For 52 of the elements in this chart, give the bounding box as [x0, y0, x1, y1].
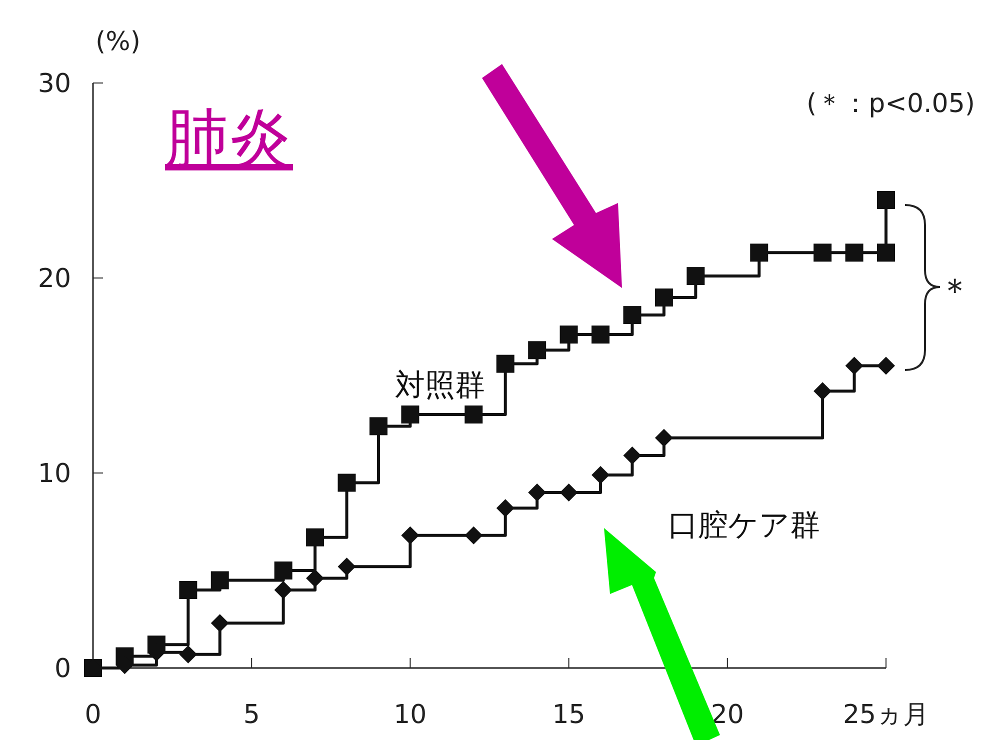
- point: [623, 306, 642, 324]
- point: [528, 484, 546, 502]
- x-tick-label: 0: [84, 700, 102, 730]
- point: [464, 526, 483, 544]
- point: [401, 526, 420, 544]
- point: [686, 267, 705, 286]
- point: [338, 474, 356, 492]
- point: [592, 466, 610, 484]
- point: [274, 562, 292, 580]
- point: [306, 569, 324, 588]
- point: [560, 484, 578, 502]
- text: ＊: [938, 271, 972, 311]
- point: [877, 191, 895, 209]
- point: [528, 341, 546, 360]
- point: [845, 244, 864, 262]
- point: [210, 614, 229, 632]
- point: [306, 528, 324, 546]
- point: [338, 558, 356, 576]
- point: [814, 382, 832, 400]
- annotation: (＊：p<0.05): [806, 89, 975, 119]
- x-tick-label: 10: [394, 700, 427, 730]
- point: [401, 406, 420, 424]
- point: [750, 244, 768, 262]
- x-tick-label: 5: [243, 700, 260, 730]
- point: [496, 499, 514, 518]
- chart-title: 肺炎: [165, 102, 293, 176]
- point: [274, 581, 292, 599]
- series-label: 口腔ケア群: [668, 508, 820, 543]
- point: [369, 417, 388, 436]
- y-tick-label: 30: [38, 69, 71, 100]
- y-tick-label: 0: [54, 654, 71, 684]
- point: [814, 244, 832, 262]
- y-tick-label: 20: [38, 264, 71, 294]
- series-label: 対照群: [395, 368, 485, 403]
- point: [496, 354, 514, 373]
- x-tick-label: 15: [552, 700, 586, 730]
- y-tick-label: 10: [38, 459, 71, 490]
- point: [464, 406, 483, 424]
- point: [877, 244, 895, 262]
- x-tick-label: 20: [710, 700, 744, 730]
- point: [845, 356, 864, 375]
- point: [179, 581, 198, 599]
- y-axis-title: (%): [96, 27, 140, 57]
- point: [210, 571, 229, 590]
- point: [654, 288, 673, 306]
- point: [179, 645, 198, 664]
- point: [877, 356, 895, 375]
- point: [560, 326, 578, 344]
- x-tick-label: 25ヵ月: [842, 700, 930, 730]
- point: [623, 446, 642, 464]
- point: [654, 428, 673, 447]
- point: [592, 326, 610, 344]
